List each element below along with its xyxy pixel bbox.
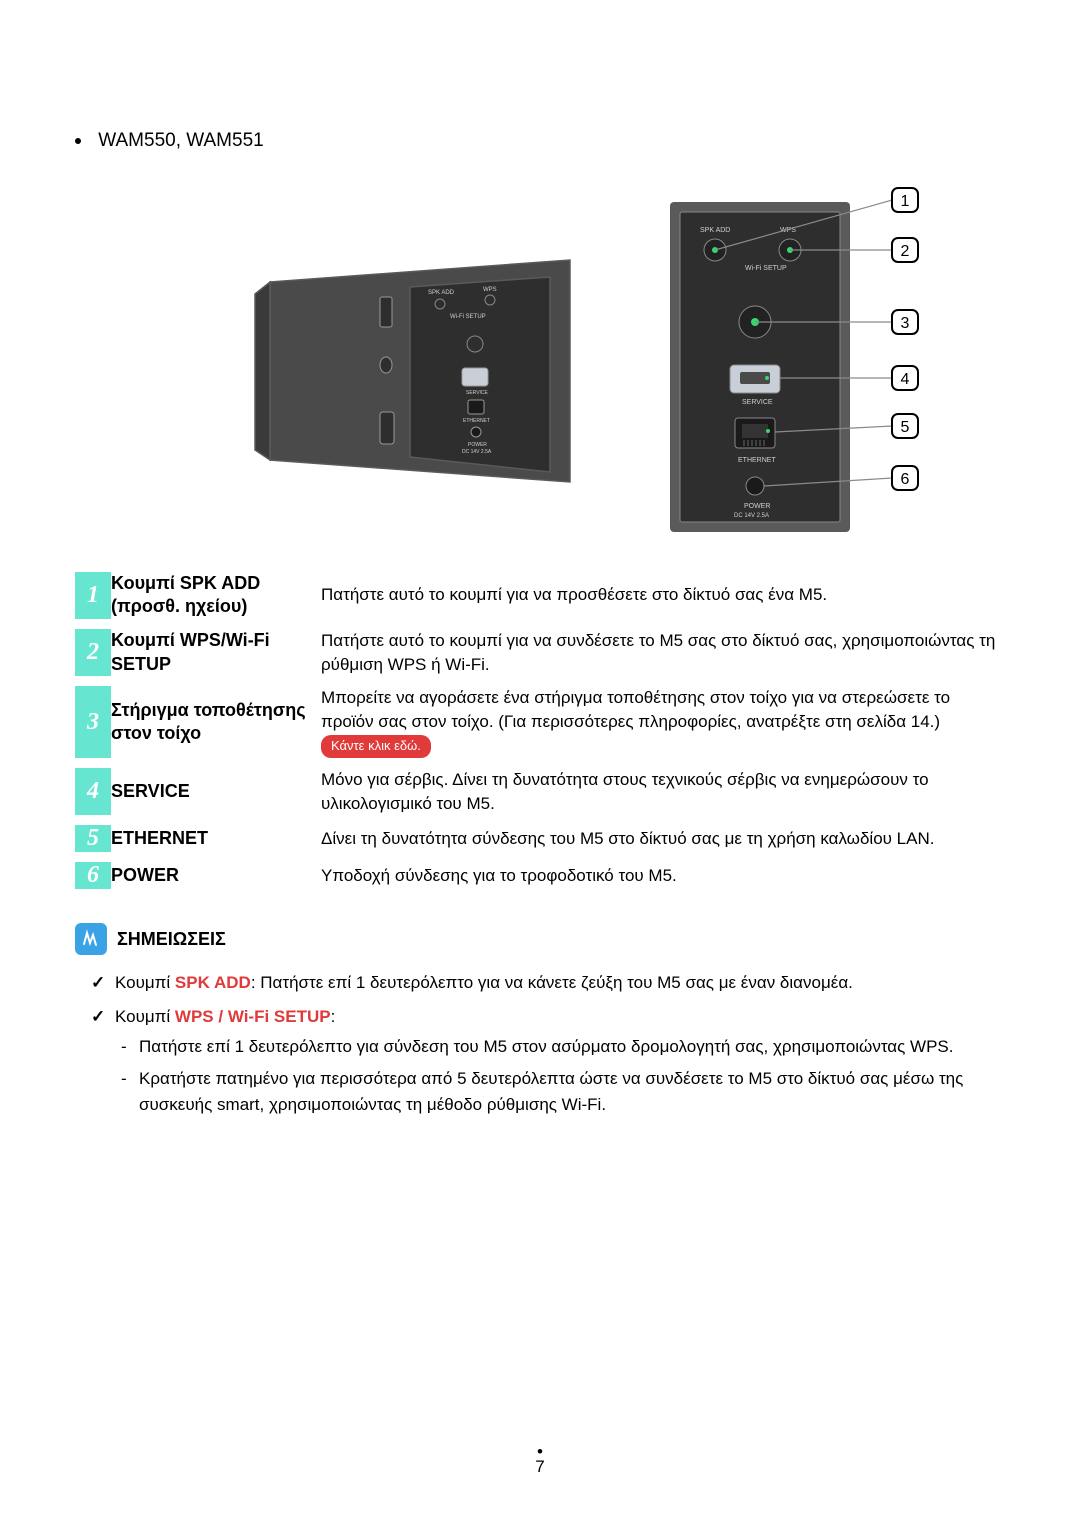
- svg-text:ETHERNET: ETHERNET: [463, 418, 490, 424]
- row-number: 2: [75, 629, 111, 677]
- row-desc: Μόνο για σέρβις. Δίνει τη δυνατότητα στο…: [321, 768, 1005, 816]
- callout-5: 5: [892, 414, 918, 438]
- row-desc: Πατήστε αυτό το κουμπί για να συνδέσετε …: [321, 629, 1005, 677]
- product-diagram: SPK ADD WPS Wi-Fi SETUP SERVICE ETHERNET…: [75, 182, 1005, 542]
- row-desc: Μπορείτε να αγοράσετε ένα στήριγμα τοποθ…: [321, 686, 1005, 757]
- row-number: 3: [75, 686, 111, 757]
- model-line: WAM550, WAM551: [75, 130, 1005, 152]
- table-row: 2Κουμπί WPS/Wi-Fi SETUPΠατήστε αυτό το κ…: [75, 629, 1005, 677]
- svg-text:POWER: POWER: [468, 442, 487, 448]
- svg-text:SPK ADD: SPK ADD: [428, 290, 455, 296]
- spec-table: 1Κουμπί SPK ADD (προσθ. ηχείου)Πατήστε α…: [75, 572, 1005, 889]
- svg-text:SERVICE: SERVICE: [742, 399, 773, 406]
- note-subitem: Κρατήστε πατημένο για περισσότερα από 5 …: [139, 1066, 1005, 1119]
- table-row: 3Στήριγμα τοποθέτησης στον τοίχοΜπορείτε…: [75, 686, 1005, 757]
- row-number: 1: [75, 572, 111, 619]
- svg-text:Wi-Fi SETUP: Wi-Fi SETUP: [745, 265, 787, 272]
- svg-text:ETHERNET: ETHERNET: [738, 457, 776, 464]
- notes-icon: [75, 923, 107, 955]
- svg-text:WPS: WPS: [483, 287, 497, 293]
- note-item: Κουμπί SPK ADD: Πατήστε επί 1 δευτερόλεπ…: [115, 969, 1005, 996]
- notes-header: ΣΗΜΕΙΩΣΕΙΣ: [75, 923, 1005, 955]
- callout-6: 6: [892, 466, 918, 490]
- table-row: 4SERVICEΜόνο για σέρβις. Δίνει τη δυνατό…: [75, 768, 1005, 816]
- callout-2: 2: [892, 238, 918, 262]
- svg-text:Wi-Fi SETUP: Wi-Fi SETUP: [450, 314, 486, 320]
- table-row: 6POWERΥποδοχή σύνδεσης για το τροφοδοτικ…: [75, 862, 1005, 889]
- note-keyword: SPK ADD: [175, 973, 251, 992]
- notes-list: Κουμπί SPK ADD: Πατήστε επί 1 δευτερόλεπ…: [75, 969, 1005, 1118]
- row-name: Κουμπί SPK ADD (προσθ. ηχείου): [111, 572, 321, 619]
- row-desc: Υποδοχή σύνδεσης για το τροφοδοτικό του …: [321, 862, 1005, 889]
- page-number: • 7: [0, 1447, 1080, 1477]
- svg-text:DC 14V 2.5A: DC 14V 2.5A: [462, 449, 492, 455]
- callout-1: 1: [892, 188, 918, 212]
- svg-text:2: 2: [901, 243, 910, 260]
- svg-text:SPK ADD: SPK ADD: [700, 227, 730, 234]
- page-link[interactable]: Κάντε κλικ εδώ.: [321, 735, 431, 757]
- model-text: WAM550, WAM551: [98, 130, 263, 151]
- row-name: SERVICE: [111, 768, 321, 816]
- svg-text:3: 3: [901, 315, 910, 332]
- notes-block: ΣΗΜΕΙΩΣΕΙΣ Κουμπί SPK ADD: Πατήστε επί 1…: [75, 923, 1005, 1118]
- row-name: ETHERNET: [111, 825, 321, 852]
- row-desc: Δίνει τη δυνατότητα σύνδεσης του M5 στο …: [321, 825, 1005, 852]
- svg-text:DC 14V 2.5A: DC 14V 2.5A: [734, 513, 769, 519]
- note-keyword: WPS / Wi-Fi SETUP: [175, 1007, 331, 1026]
- callout-4: 4: [892, 366, 918, 390]
- row-number: 6: [75, 862, 111, 889]
- svg-text:4: 4: [901, 371, 910, 388]
- table-row: 1Κουμπί SPK ADD (προσθ. ηχείου)Πατήστε α…: [75, 572, 1005, 619]
- row-name: Κουμπί WPS/Wi-Fi SETUP: [111, 629, 321, 677]
- svg-text:6: 6: [901, 471, 910, 488]
- row-name: POWER: [111, 862, 321, 889]
- note-item: Κουμπί WPS / Wi-Fi SETUP:Πατήστε επί 1 δ…: [115, 1003, 1005, 1119]
- callout-3: 3: [892, 310, 918, 334]
- svg-text:POWER: POWER: [744, 503, 770, 510]
- note-sublist: Πατήστε επί 1 δευτερόλεπτο για σύνδεση τ…: [115, 1034, 1005, 1119]
- note-subitem: Πατήστε επί 1 δευτερόλεπτο για σύνδεση τ…: [139, 1034, 1005, 1060]
- row-desc: Πατήστε αυτό το κουμπί για να προσθέσετε…: [321, 572, 1005, 619]
- svg-text:5: 5: [901, 419, 910, 436]
- svg-text:SERVICE: SERVICE: [466, 390, 489, 396]
- row-number: 4: [75, 768, 111, 816]
- table-row: 5ETHERNETΔίνει τη δυνατότητα σύνδεσης το…: [75, 825, 1005, 852]
- diagram-svg: SPK ADD WPS Wi-Fi SETUP SERVICE ETHERNET…: [150, 182, 930, 542]
- notes-title: ΣΗΜΕΙΩΣΕΙΣ: [117, 929, 226, 950]
- svg-text:1: 1: [901, 193, 910, 210]
- bullet-icon: [75, 138, 81, 144]
- row-name: Στήριγμα τοποθέτησης στον τοίχο: [111, 686, 321, 757]
- row-number: 5: [75, 825, 111, 852]
